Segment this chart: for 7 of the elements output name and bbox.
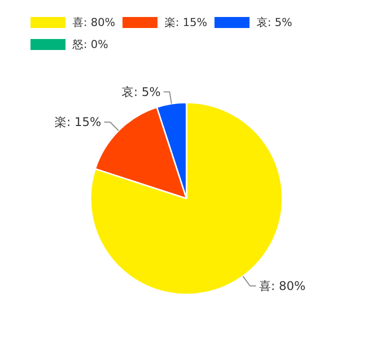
slice-label: 楽: 15% [54, 115, 102, 130]
legend-label: 哀: 5% [256, 16, 292, 29]
slice-label: 哀: 5% [122, 84, 161, 99]
legend-label: 楽: 15% [164, 16, 208, 29]
legend-label: 怒: 0% [72, 38, 108, 51]
legend-label: 喜: 80% [72, 16, 116, 29]
slice-label: 喜: 80% [258, 278, 306, 293]
